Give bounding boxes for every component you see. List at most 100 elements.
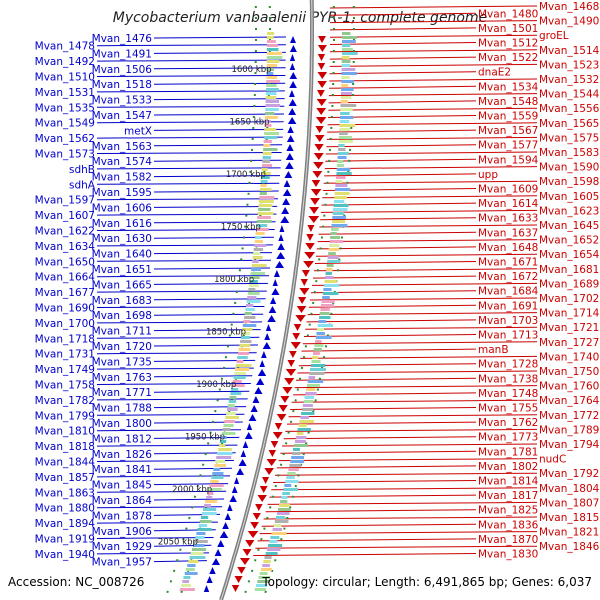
gene-arrow-minus — [244, 432, 253, 439]
cog-bar-minus — [251, 264, 267, 267]
gene-arrow-plus — [237, 567, 246, 574]
cog-bar-plus — [254, 588, 267, 591]
cog-bar-plus — [329, 244, 340, 247]
cog-bar-minus — [263, 144, 271, 147]
connector-plus — [326, 144, 477, 148]
cog-bar-plus — [339, 124, 356, 127]
gene-label-plus: Mvan_1583 — [539, 147, 599, 159]
cog-bar-plus — [341, 76, 350, 79]
gene-label-minus: Mvan_1491 — [92, 48, 152, 60]
cog-bar-plus — [341, 84, 349, 87]
gene-arrow-minus — [290, 36, 296, 43]
gene-label-plus: Mvan_1468 — [539, 1, 599, 13]
connector-plus — [329, 78, 538, 82]
cog-bar-plus — [276, 512, 290, 515]
gene-label-plus: Mvan_1703 — [478, 315, 538, 327]
connector-minus — [96, 259, 272, 262]
gene-arrow-plus — [266, 459, 277, 466]
gene-label-plus: Mvan_1760 — [539, 381, 599, 393]
gene-arrow-minus — [285, 153, 294, 160]
cog-bar-minus — [231, 384, 245, 387]
cog-bar-plus — [341, 60, 351, 63]
cog-bar-minus — [240, 336, 251, 339]
gene-label-minus: Mvan_1711 — [92, 326, 152, 338]
connector-minus — [153, 282, 268, 285]
gene-label-minus: Mvan_1683 — [92, 295, 152, 307]
scale-tick-label: 1800 kbp — [214, 275, 254, 285]
cog-bar-plus — [339, 116, 354, 119]
cog-bar-minus — [252, 260, 259, 263]
cog-bar-plus — [271, 532, 287, 535]
connector-plus — [328, 93, 538, 97]
connector-plus — [297, 370, 538, 374]
cog-bar-plus — [273, 524, 282, 527]
cog-bar-plus — [333, 200, 345, 203]
connector-plus — [329, 12, 477, 16]
gene-label-minus: Mvan_1919 — [35, 534, 95, 546]
gene-label-plus: Mvan_1870 — [478, 534, 538, 546]
gene-label-plus: Mvan_1689 — [539, 278, 599, 290]
gene-arrow-minus — [279, 225, 285, 232]
gene-label-plus: Mvan_1792 — [539, 468, 599, 480]
connector-minus — [96, 229, 275, 231]
connector-minus — [96, 44, 286, 47]
cog-bar-minus — [262, 152, 272, 155]
cog-bar-minus — [231, 388, 239, 391]
cog-bar-minus — [267, 32, 275, 35]
gene-label-minus: Mvan_1634 — [35, 241, 96, 253]
gene-label-minus: Mvan_1573 — [35, 149, 95, 161]
gene-arrow-plus — [282, 387, 293, 394]
cog-bar-plus — [309, 372, 325, 375]
gene-arrow-plus — [292, 333, 301, 340]
connector-minus — [153, 82, 286, 85]
cog-bar-plus — [264, 556, 272, 559]
gene-arrow-plus — [247, 531, 259, 538]
cog-bar-minus — [250, 276, 260, 279]
cog-bar-minus — [266, 84, 277, 87]
cog-bar-minus — [253, 252, 261, 255]
cog-bar-minus — [260, 180, 268, 183]
cog-bar-plus — [305, 392, 317, 395]
gene-label-minus: Mvan_1650 — [35, 256, 95, 268]
gene-label-minus: Mvan_1518 — [92, 79, 152, 91]
cog-bar-plus — [313, 348, 322, 351]
cog-bar-minus — [259, 196, 275, 199]
connector-minus — [96, 306, 265, 308]
gene-arrow-minus — [227, 504, 233, 511]
cog-bar-minus — [224, 420, 235, 423]
connector-plus — [310, 290, 477, 294]
connector-minus — [153, 236, 274, 239]
connector-minus — [153, 221, 276, 224]
cog-bar-plus — [337, 156, 347, 159]
scale-tick-label: 1900 kbp — [196, 380, 236, 390]
cog-bar-minus — [238, 352, 249, 355]
cog-bar-plus — [338, 140, 353, 143]
connector-plus — [276, 465, 477, 469]
cog-bar-plus — [306, 384, 320, 387]
connector-plus — [286, 421, 477, 425]
cog-bar-plus — [302, 404, 313, 407]
cog-bar-minus — [207, 492, 214, 495]
connector-plus — [303, 334, 477, 337]
connector-plus — [267, 501, 538, 505]
cog-bar-minus — [248, 284, 259, 287]
cog-bar-minus — [179, 588, 195, 591]
gene-label-plus: Mvan_1748 — [478, 388, 538, 400]
gene-label-minus: Mvan_1597 — [35, 195, 95, 207]
cog-bar-plus — [339, 132, 348, 135]
gene-arrow-plus — [296, 306, 307, 313]
cog-bar-plus — [315, 340, 322, 343]
cog-bar-plus — [321, 300, 335, 303]
cog-bar-plus — [272, 528, 282, 531]
cog-bar-plus — [269, 540, 278, 543]
cog-bar-minus — [260, 188, 272, 191]
gene-label-plus: Mvan_1781 — [478, 446, 538, 458]
gene-label-minus: Mvan_1763 — [92, 372, 152, 384]
gene-label-minus: Mvan_1547 — [92, 110, 152, 122]
connector-minus — [153, 51, 286, 54]
cog-bar-minus — [206, 496, 213, 499]
cog-bar-minus — [247, 292, 260, 295]
connector-minus — [153, 390, 250, 393]
cog-bar-plus — [266, 548, 281, 551]
gene-arrow-minus — [264, 333, 271, 340]
